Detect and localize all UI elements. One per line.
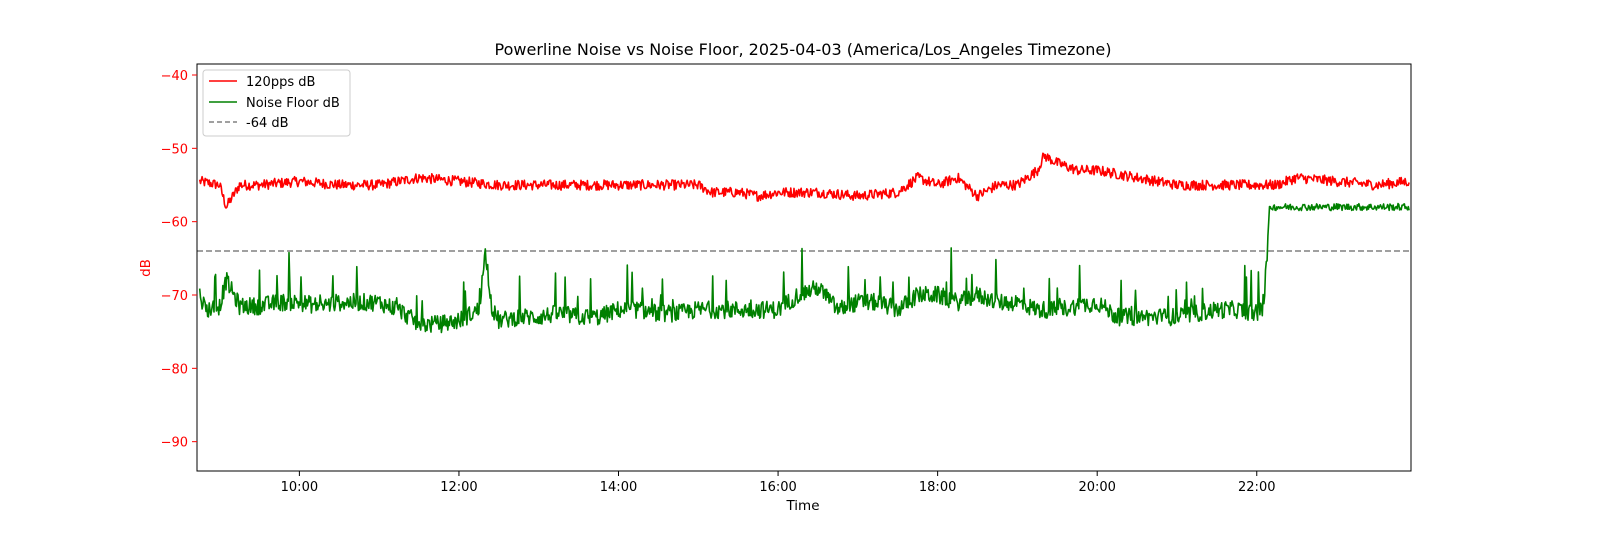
- x-tick-label: 22:00: [1238, 480, 1275, 495]
- x-tick-label: 12:00: [440, 480, 477, 495]
- y-axis: −40 −50 −60 −70 −80 −90: [161, 69, 197, 451]
- legend-label-threshold: -64 dB: [246, 116, 289, 131]
- legend: 120pps dB Noise Floor dB -64 dB: [202, 69, 351, 137]
- legend-label-noise-floor: Noise Floor dB: [246, 96, 340, 111]
- x-tick-label: 10:00: [281, 480, 318, 495]
- y-tick-label: −70: [161, 289, 188, 304]
- x-axis-label: Time: [785, 498, 819, 514]
- y-axis-label: dB: [138, 259, 154, 277]
- plot-frame: [196, 63, 1412, 472]
- legend-label-120pps: 120pps dB: [246, 75, 315, 90]
- series-noise-floor-line: [198, 202, 1410, 334]
- y-tick-label: −80: [161, 362, 188, 377]
- x-tick-label: 20:00: [1078, 480, 1115, 495]
- x-tick-label: 14:00: [600, 480, 637, 495]
- legend-box: [202, 69, 351, 137]
- x-tick-label: 18:00: [919, 480, 956, 495]
- y-tick-label: −50: [161, 142, 188, 157]
- y-tick-label: −40: [161, 69, 188, 84]
- x-axis: 10:00 12:00 14:00 16:00 18:00 20:00 22:00: [281, 471, 1275, 495]
- series-120pps-line: [198, 152, 1410, 209]
- chart-title: Powerline Noise vs Noise Floor, 2025-04-…: [495, 40, 1112, 60]
- y-tick-label: −60: [161, 216, 188, 231]
- y-tick-label: −90: [161, 436, 188, 451]
- x-tick-label: 16:00: [759, 480, 796, 495]
